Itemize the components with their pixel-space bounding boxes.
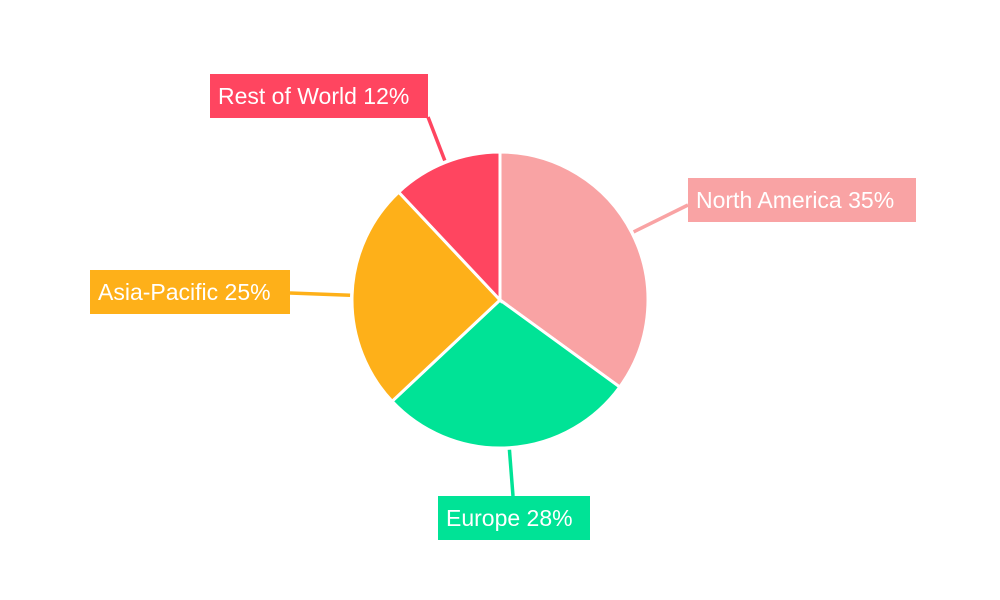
leader-line xyxy=(289,291,351,298)
leader-line xyxy=(632,203,689,234)
leader-line xyxy=(507,449,515,497)
data-label-rest-of-world: Rest of World 12% xyxy=(210,74,428,118)
pie-slice-rest-of-world[interactable] xyxy=(396,150,502,304)
leader-line xyxy=(426,116,447,162)
pie-slice-asia-pacific[interactable] xyxy=(350,189,503,404)
data-label-europe: Europe 28% xyxy=(438,496,590,540)
data-label-north-america: North America 35% xyxy=(688,178,916,222)
pie-slice-europe[interactable] xyxy=(389,298,622,450)
data-label-asia-pacific: Asia-Pacific 25% xyxy=(90,270,290,314)
pie-slice-north-america[interactable] xyxy=(498,150,650,390)
